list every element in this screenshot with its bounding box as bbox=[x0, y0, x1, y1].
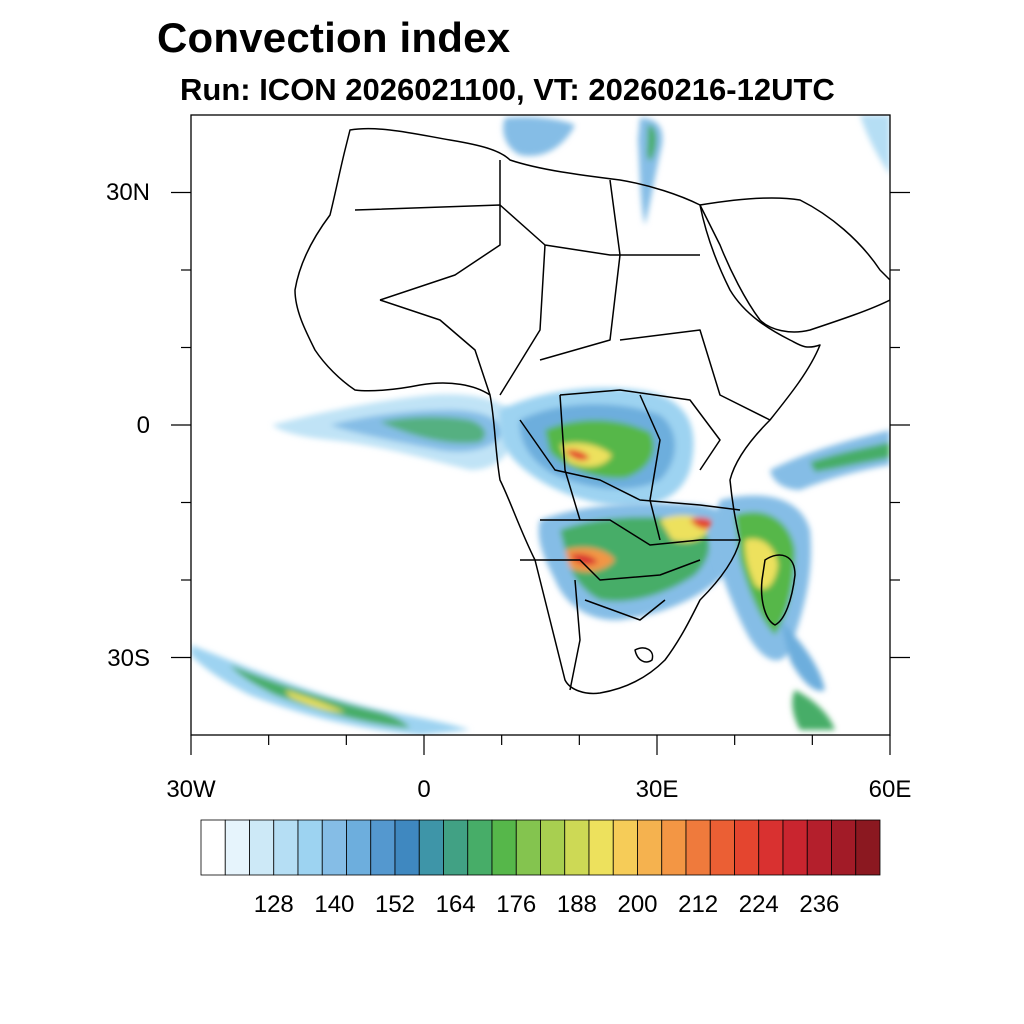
mediterranean-convection bbox=[503, 115, 890, 225]
colorbar-labels: 128 140 152 164 176 188 200 212 224 236 bbox=[254, 891, 840, 918]
southern-africa-convection bbox=[538, 503, 740, 621]
colorbar-tick-label: 176 bbox=[496, 891, 536, 918]
convection-field bbox=[191, 115, 890, 735]
lat-label-30n: 30N bbox=[106, 179, 150, 206]
colorbar-box bbox=[443, 819, 469, 876]
map-subtitle: Run: ICON 2026021100, VT: 20260216-12UTC bbox=[180, 72, 835, 107]
colorbar-box bbox=[346, 819, 372, 876]
colorbar-box bbox=[637, 819, 663, 876]
colorbar-box bbox=[370, 819, 396, 876]
colorbar-tick-label: 236 bbox=[799, 891, 839, 918]
colorbar-box bbox=[661, 819, 687, 876]
colorbar-box bbox=[806, 819, 832, 876]
colorbar bbox=[200, 819, 881, 876]
colorbar-box bbox=[200, 819, 226, 876]
colorbar-box bbox=[855, 819, 881, 876]
colorbar-box bbox=[297, 819, 323, 876]
lon-label-60e: 60E bbox=[869, 776, 912, 803]
colorbar-box bbox=[758, 819, 784, 876]
colorbar-box bbox=[394, 819, 420, 876]
colorbar-box bbox=[491, 819, 517, 876]
colorbar-tick-label: 164 bbox=[436, 891, 476, 918]
indian-ocean-convection bbox=[770, 430, 890, 490]
axis-ticks bbox=[171, 191, 910, 755]
colorbar-box bbox=[564, 819, 590, 876]
lat-label-30s: 30S bbox=[107, 645, 150, 672]
colorbar-box bbox=[782, 819, 808, 876]
colorbar-box bbox=[831, 819, 857, 876]
colorbar-tick-label: 128 bbox=[254, 891, 294, 918]
colorbar-tick-label: 188 bbox=[557, 891, 597, 918]
atlantic-convection-band bbox=[272, 394, 520, 470]
lat-label-0: 0 bbox=[137, 412, 150, 439]
colorbar-box bbox=[685, 819, 711, 876]
colorbar-box bbox=[588, 819, 614, 876]
colorbar-box bbox=[540, 819, 566, 876]
lon-label-30e: 30E bbox=[636, 776, 679, 803]
lon-label-0: 0 bbox=[417, 776, 430, 803]
colorbar-box bbox=[273, 819, 299, 876]
axis-labels: 30W 0 30E 60E 30N 0 30S bbox=[106, 179, 911, 803]
lon-label-30w: 30W bbox=[166, 776, 216, 803]
mozambique-convection bbox=[710, 495, 835, 730]
colorbar-tick-label: 224 bbox=[739, 891, 779, 918]
colorbar-box bbox=[515, 819, 541, 876]
colorbar-box bbox=[709, 819, 735, 876]
congo-convection bbox=[499, 387, 694, 507]
map-title: Convection index bbox=[157, 14, 511, 61]
colorbar-box bbox=[321, 819, 347, 876]
colorbar-box bbox=[612, 819, 638, 876]
colorbar-box bbox=[249, 819, 275, 876]
colorbar-tick-label: 212 bbox=[678, 891, 718, 918]
colorbar-box bbox=[467, 819, 493, 876]
colorbar-tick-label: 152 bbox=[375, 891, 415, 918]
colorbar-box bbox=[418, 819, 444, 876]
colorbar-tick-label: 200 bbox=[617, 891, 657, 918]
south-atlantic-convection bbox=[191, 645, 470, 735]
colorbar-box bbox=[734, 819, 760, 876]
coastlines-borders bbox=[294, 127, 890, 695]
colorbar-tick-label: 140 bbox=[314, 891, 354, 918]
colorbar-box bbox=[224, 819, 250, 876]
